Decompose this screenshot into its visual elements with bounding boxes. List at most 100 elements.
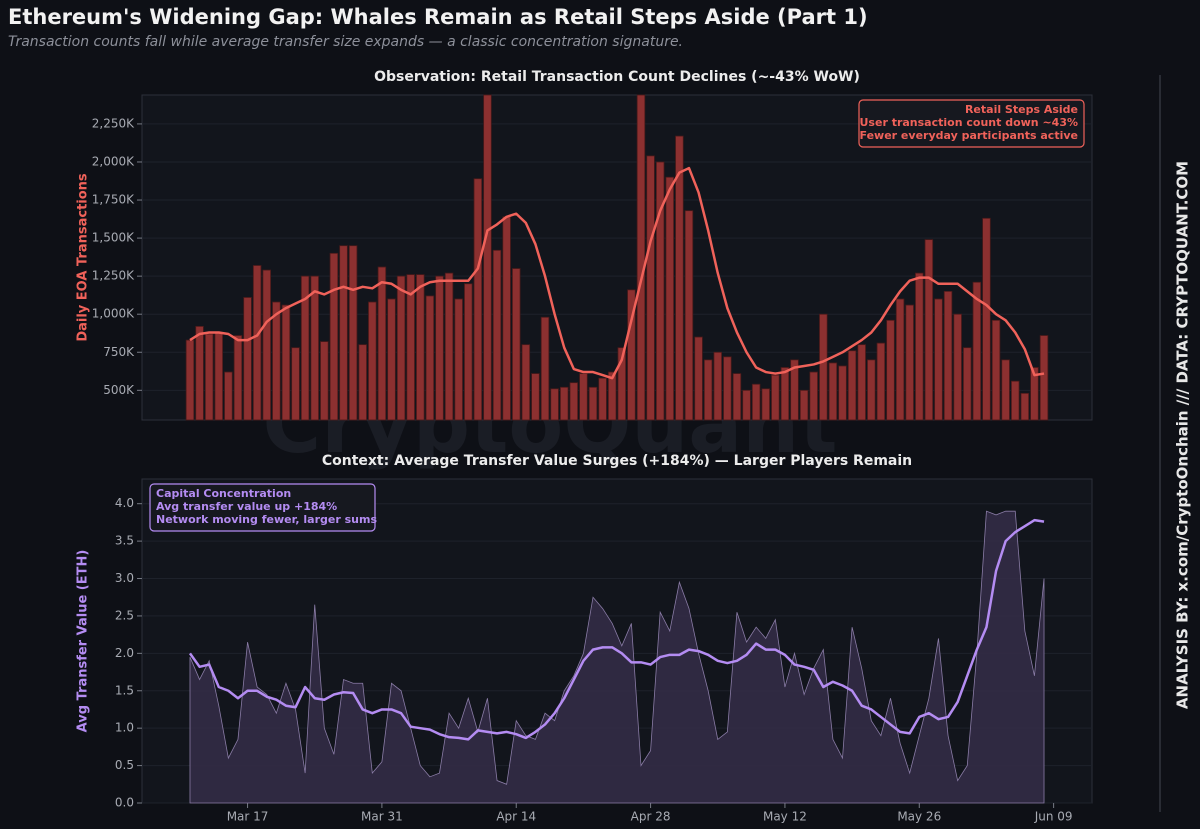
bar [310, 275, 319, 421]
bar [713, 351, 722, 421]
y-tick-label: 0.0 [115, 796, 134, 810]
bar [636, 94, 646, 421]
title: Ethereum's Widening Gap: Whales Remain a… [8, 5, 868, 29]
bar [214, 332, 224, 421]
y-tick-label: 1,000K [92, 307, 135, 321]
bar [627, 289, 636, 421]
bar [847, 350, 857, 421]
bar [780, 367, 790, 421]
bar [905, 304, 914, 421]
y-tick-label: 1,500K [92, 231, 135, 245]
annotation-box [149, 483, 376, 532]
bar [1010, 380, 1020, 421]
bar [425, 295, 435, 421]
bar [1039, 335, 1049, 421]
bar [368, 301, 377, 421]
plot-title: Observation: Retail Transaction Count De… [374, 69, 860, 85]
bar [281, 304, 291, 421]
bar [185, 339, 195, 421]
y-tick-label: 0.5 [115, 758, 134, 772]
bar [761, 388, 770, 421]
bar [416, 274, 425, 421]
bar [377, 266, 387, 421]
bar [358, 344, 367, 421]
bar [204, 333, 214, 421]
bar [819, 313, 828, 421]
bar [396, 275, 406, 421]
bar [252, 265, 262, 421]
bar [502, 216, 511, 421]
bar [617, 347, 627, 421]
bar [195, 325, 204, 421]
bar [809, 371, 818, 421]
y-tick-label: 1.5 [115, 683, 134, 697]
bar [771, 374, 780, 421]
bar [751, 383, 761, 421]
bar [694, 336, 703, 421]
bar [886, 319, 895, 421]
bar [1001, 359, 1010, 421]
x-tick-label: Mar 17 [227, 810, 269, 824]
bar [943, 290, 953, 421]
annotation-text: Retail Steps Aside [965, 103, 1078, 116]
bar [473, 178, 483, 421]
x-tick-label: May 12 [763, 810, 807, 824]
bar [224, 371, 233, 421]
line [188, 518, 1045, 741]
bar [646, 155, 655, 421]
bar [924, 239, 934, 421]
bar [540, 316, 550, 421]
y-axis-label: Avg Transfer Value (ETH) [76, 550, 91, 733]
bar [991, 319, 1001, 421]
bar [233, 335, 243, 421]
bar [512, 268, 521, 421]
bar [703, 359, 713, 421]
y-tick-label: 1,750K [92, 193, 135, 207]
bar [828, 362, 838, 421]
sidebar-credit: ANALYSIS BY: x.com/CryptoOnchain /// DAT… [1174, 161, 1192, 709]
bar [559, 386, 569, 421]
bar [435, 275, 444, 421]
bar [665, 176, 675, 421]
annotation-text: Fewer everyday participants active [860, 129, 1078, 142]
bar [915, 272, 924, 421]
y-tick-label: 3.5 [115, 534, 134, 548]
bar [339, 245, 348, 421]
bar [444, 272, 454, 421]
y-tick-label: 2.0 [115, 646, 134, 660]
bar [972, 281, 982, 421]
line [189, 166, 1045, 380]
bar [799, 389, 809, 421]
bar [607, 371, 617, 421]
annotation-text: Network moving fewer, larger sums [156, 513, 377, 526]
bar [790, 359, 799, 421]
bar [598, 377, 607, 421]
annotation-text: User transaction count down ~43% [860, 116, 1079, 129]
y-axis-label: Daily EOA Transactions [76, 173, 91, 342]
y-tick-label: 1,250K [92, 269, 135, 283]
bar [838, 365, 847, 421]
bar [492, 249, 502, 421]
bar [387, 298, 396, 421]
bar [742, 389, 751, 421]
bar [1020, 392, 1030, 421]
y-tick-label: 2,000K [92, 154, 135, 168]
bar [857, 344, 866, 421]
bar [464, 283, 473, 421]
bar [406, 274, 415, 421]
bar [732, 373, 742, 421]
bar [348, 245, 358, 421]
y-tick-label: 750K [103, 345, 135, 359]
y-tick-label: 3.0 [115, 571, 134, 585]
annotation-text: Avg transfer value up +184% [156, 500, 337, 513]
bar [723, 356, 732, 421]
x-tick-label: May 26 [897, 810, 941, 824]
bar [982, 217, 991, 421]
bar [876, 342, 886, 421]
x-tick-label: Mar 31 [361, 810, 403, 824]
bar [531, 373, 540, 421]
y-tick-label: 2,250K [92, 116, 135, 130]
bar [300, 275, 310, 421]
